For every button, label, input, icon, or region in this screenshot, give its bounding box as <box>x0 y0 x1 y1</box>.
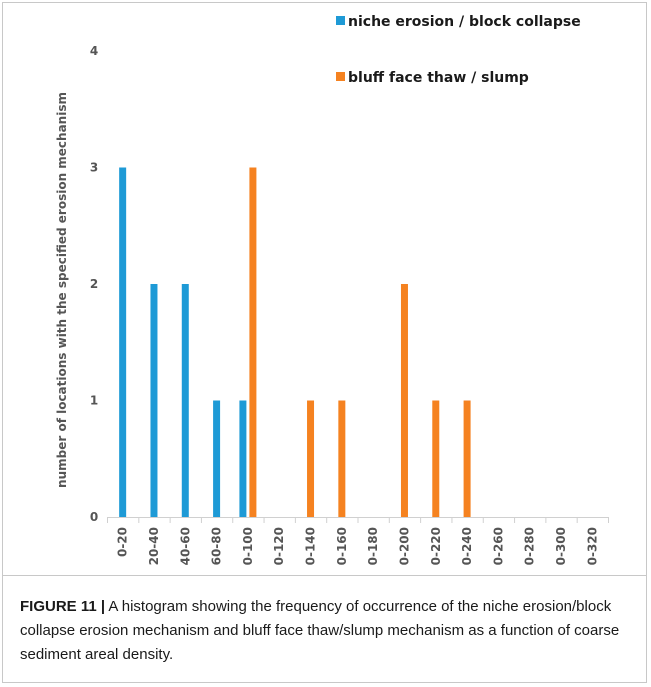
bar <box>213 400 221 517</box>
y-tick-label: 4 <box>90 44 98 58</box>
x-tick-label: 0-240 <box>460 527 474 565</box>
x-axis: 0-20 20-40 40-60 60-80 0-100 0-120 0-140 0-160 0… <box>107 517 609 565</box>
bar <box>400 284 408 517</box>
bar <box>432 400 440 517</box>
y-axis-title: number of locations with the specified e… <box>55 92 69 488</box>
y-tick-label: 2 <box>90 277 98 291</box>
y-tick-label: 1 <box>90 394 98 408</box>
x-tick-label: 0-200 <box>397 527 411 565</box>
legend-label: bluff face thaw / slump <box>348 70 529 86</box>
x-tick-label: 40-60 <box>178 527 192 565</box>
bar <box>463 400 471 517</box>
bar <box>307 400 315 517</box>
x-tick-label: 0-20 <box>116 527 130 557</box>
y-axis: 0 1 2 3 4 number of locations with the specif… <box>55 44 98 524</box>
y-tick-label: 0 <box>90 510 98 524</box>
caption-text: A histogram showing the frequency of occ… <box>20 598 620 663</box>
x-tick-label: 0-160 <box>335 527 349 565</box>
bar <box>119 167 127 517</box>
legend-swatch <box>336 16 345 25</box>
x-tick-label: 0-320 <box>585 527 599 565</box>
histogram-chart: niche erosion / block collapse bluff face… <box>55 14 609 565</box>
bar <box>338 400 346 517</box>
legend-label: niche erosion / block collapse <box>348 14 581 30</box>
y-tick-label: 3 <box>90 161 98 175</box>
bars <box>119 167 471 517</box>
x-tick-label: 0-120 <box>272 527 286 565</box>
x-tick-label: 0-180 <box>366 527 380 565</box>
x-tick-label: 0-260 <box>491 527 505 565</box>
bar <box>150 284 158 517</box>
x-tick-label: 0-300 <box>554 527 568 565</box>
figure-label: FIGURE 11 | <box>20 598 106 615</box>
x-tick-label: 0-280 <box>523 527 537 565</box>
x-tick-label: 0-100 <box>241 527 255 565</box>
legend: niche erosion / block collapse bluff face… <box>336 14 581 86</box>
bar <box>249 167 257 517</box>
figure-caption: FIGURE 11 | A histogram showing the freq… <box>20 595 632 667</box>
x-tick-label: 20-40 <box>147 527 161 565</box>
x-tick-label: 0-140 <box>304 527 318 565</box>
x-tick-label: 60-80 <box>210 527 224 565</box>
bar <box>181 284 189 517</box>
caption-divider <box>3 575 646 576</box>
bar <box>239 400 247 517</box>
legend-swatch <box>336 72 345 81</box>
x-tick-label: 0-220 <box>429 527 443 565</box>
